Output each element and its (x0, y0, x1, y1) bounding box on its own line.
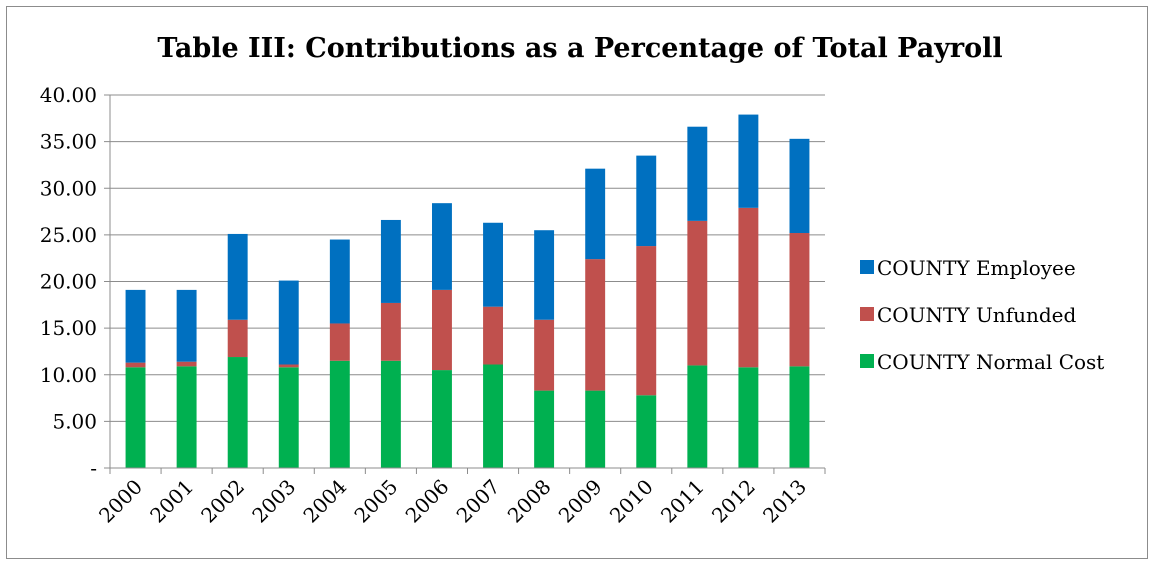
legend-swatch (860, 307, 874, 321)
y-tick-label: - (90, 456, 97, 480)
x-tick-label: 2003 (247, 475, 300, 528)
x-tick-label: 2010 (605, 475, 658, 528)
bar-segment (636, 155, 657, 247)
bar-segment (585, 168, 606, 260)
x-tick-label: 2002 (196, 475, 249, 528)
y-tick-label: 40.00 (40, 83, 97, 107)
bar-segment (738, 207, 759, 368)
legend: COUNTY Employee COUNTY Unfunded COUNTY Nor… (860, 256, 1104, 374)
bar-segment (227, 357, 248, 468)
bar-segment (483, 222, 503, 307)
bar-segment (789, 233, 810, 367)
x-tick-label: 2012 (707, 475, 760, 528)
x-tick-label: 2001 (145, 475, 198, 528)
bar-segment (738, 114, 759, 208)
y-tick-label: 5.00 (52, 409, 97, 433)
x-tick-label: 2009 (554, 475, 607, 528)
bar-segment (329, 323, 350, 361)
bar-segment (278, 367, 299, 468)
bar-segment (432, 370, 452, 468)
y-tick-label: 20.00 (40, 270, 97, 294)
bar-segment (636, 246, 657, 396)
bar-segment (227, 319, 248, 358)
gridlines (110, 94, 825, 422)
chart-title: Table III: Contributions as a Percentage… (157, 33, 1002, 64)
legend-swatch (860, 354, 874, 368)
bar-segment (329, 360, 350, 468)
legend-label: COUNTY Normal Cost (877, 350, 1104, 374)
x-tick-label: 2008 (503, 475, 556, 528)
bar-segment (789, 138, 810, 234)
bar-segment (125, 367, 146, 468)
bar-segment (483, 306, 503, 365)
bars (125, 114, 810, 468)
y-tick-label: 10.00 (40, 363, 97, 387)
x-tick-label: 2007 (452, 475, 505, 528)
x-tick-label: 2011 (656, 475, 709, 528)
legend-label: COUNTY Unfunded (877, 303, 1076, 327)
bar-segment (534, 390, 555, 468)
bar-segment (636, 395, 657, 468)
bar-segment (380, 219, 401, 303)
bar-segment (585, 390, 606, 468)
y-tick-label: 15.00 (40, 316, 97, 340)
x-axis: 2000200120022003200420052006200720082009… (94, 467, 826, 528)
x-tick-label: 2004 (298, 475, 351, 528)
bar-segment (125, 362, 146, 368)
bar-segment (380, 360, 401, 468)
bar-segment (278, 280, 299, 365)
bar-segment (380, 302, 401, 361)
bar-segment (227, 233, 248, 320)
bar-segment (176, 366, 197, 468)
bar-segment (738, 367, 759, 468)
y-axis: - 5.00 10.00 15.00 20.00 25.00 30.00 35.00 40.00 (40, 83, 111, 480)
legend-label: COUNTY Employee (877, 256, 1076, 280)
bar-segment (432, 203, 452, 290)
bar-segment (125, 289, 146, 363)
bar-segment (789, 366, 810, 468)
bar-segment (687, 126, 708, 221)
x-tick-label: 2006 (401, 475, 454, 528)
bar-segment (176, 289, 197, 362)
y-tick-label: 25.00 (40, 223, 97, 247)
x-tick-label: 2005 (349, 475, 402, 528)
bar-segment (534, 319, 555, 391)
bar-segment (432, 289, 452, 371)
bar-segment (585, 259, 606, 391)
bar-segment (687, 365, 708, 468)
legend-swatch (860, 260, 874, 274)
bar-segment (534, 230, 555, 320)
bar-segment (687, 220, 708, 366)
bar-segment (483, 364, 503, 468)
x-tick-label: 2000 (94, 475, 147, 528)
bar-segment (329, 239, 350, 324)
y-tick-label: 30.00 (40, 176, 97, 200)
x-tick-label: 2013 (758, 475, 811, 528)
y-tick-label: 35.00 (40, 130, 97, 154)
bar-segment (278, 364, 299, 368)
bar-segment (176, 361, 197, 367)
